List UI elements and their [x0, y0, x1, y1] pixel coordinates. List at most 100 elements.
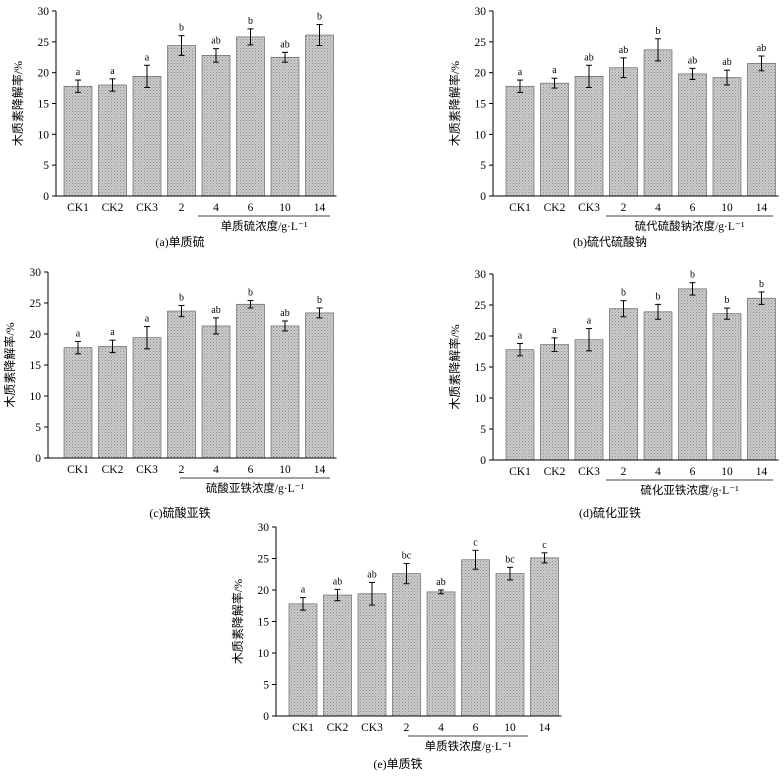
significance-label: c — [542, 540, 547, 551]
significance-label: b — [656, 26, 661, 37]
x-axis-label: 单质硫浓度/g·L⁻¹ — [221, 219, 308, 233]
bar — [678, 288, 707, 461]
bar — [132, 76, 162, 197]
y-tick-label: 30 — [30, 267, 42, 279]
category-label: CK3 — [361, 722, 383, 734]
bar — [712, 313, 742, 461]
y-tick-label: 30 — [475, 6, 487, 18]
significance-label: ab — [367, 569, 376, 580]
category-label: 4 — [438, 722, 444, 734]
category-label: 2 — [179, 464, 185, 476]
x-axis-label: 硫代硫酸钠浓度/g·L⁻¹ — [635, 219, 745, 233]
bar — [98, 84, 127, 197]
significance-label: c — [473, 537, 478, 548]
category-label: CK2 — [544, 202, 566, 214]
bar — [747, 63, 776, 197]
bar — [540, 82, 569, 197]
category-label: 4 — [213, 202, 219, 214]
category-label: 4 — [655, 466, 661, 478]
y-tick-label: 25 — [30, 298, 42, 310]
y-tick-label: 10 — [475, 393, 487, 405]
bar — [495, 573, 525, 717]
category-label: 6 — [690, 466, 696, 478]
bar — [678, 73, 707, 197]
significance-label: ab — [211, 36, 220, 47]
y-tick-label: 15 — [475, 99, 487, 111]
y-tick-label: 0 — [35, 453, 41, 465]
significance-label: ab — [584, 52, 593, 63]
bar — [288, 603, 318, 717]
significance-label: a — [110, 66, 115, 77]
significance-label: ab — [280, 308, 289, 319]
bar — [574, 339, 604, 461]
bar — [505, 85, 535, 197]
category-label: CK3 — [136, 202, 158, 214]
significance-label: bc — [402, 551, 412, 562]
significance-label: b — [248, 16, 253, 27]
category-label: 14 — [539, 722, 551, 734]
y-tick-label: 20 — [30, 329, 42, 341]
bar — [270, 325, 300, 459]
significance-label: ab — [619, 45, 628, 56]
category-label: 6 — [473, 722, 479, 734]
panel-caption: (b)硫代硫酸钠 — [573, 234, 647, 249]
bar — [426, 591, 456, 717]
bar — [392, 573, 421, 717]
bar — [201, 55, 231, 197]
bar — [98, 346, 127, 459]
significance-label: a — [76, 328, 81, 339]
significance-label: bc — [505, 554, 515, 565]
bar — [305, 34, 334, 197]
category-label: 4 — [655, 202, 661, 214]
y-axis-label: 木质素降解率/% — [10, 61, 25, 146]
bar — [461, 559, 490, 717]
category-label: 6 — [248, 464, 254, 476]
category-label: 10 — [279, 202, 291, 214]
category-label: 2 — [404, 722, 410, 734]
category-label: 10 — [504, 722, 516, 734]
bar — [270, 56, 300, 197]
bar — [747, 297, 776, 461]
y-tick-label: 30 — [475, 269, 487, 281]
bar — [63, 85, 93, 197]
significance-label: b — [621, 288, 626, 299]
significance-label: b — [656, 291, 661, 302]
y-tick-label: 30 — [258, 522, 270, 534]
x-axis-label: 单质铁浓度/g·L⁻¹ — [425, 739, 512, 753]
category-label: 14 — [314, 464, 326, 476]
bar — [201, 325, 231, 459]
significance-label: b — [248, 288, 253, 299]
significance-label: b — [725, 295, 730, 306]
category-label: 14 — [756, 466, 768, 478]
significance-label: a — [518, 330, 523, 341]
x-axis-label: 硫化亚铁浓度/g·L⁻¹ — [640, 483, 739, 497]
bar — [167, 310, 196, 459]
y-axis-label: 木质素降解率/% — [2, 322, 17, 407]
y-tick-label: 15 — [258, 617, 270, 629]
category-label: 10 — [279, 464, 291, 476]
y-tick-label: 5 — [43, 160, 49, 172]
significance-label: a — [145, 314, 150, 325]
category-label: CK2 — [327, 722, 349, 734]
category-label: 10 — [721, 466, 733, 478]
chart-panel-b: a CK1 a CK2 ab CK3 ab 2 b 4 ab 6 ab 10 ab 14 0 5 10 15 20 25 3… — [447, 6, 779, 249]
y-tick-label: 20 — [475, 331, 487, 343]
y-tick-label: 30 — [38, 6, 50, 18]
bar — [132, 337, 162, 459]
bar — [305, 312, 334, 459]
y-tick-label: 20 — [258, 585, 270, 597]
bar — [574, 76, 604, 197]
y-axis-label: 木质素降解率/% — [447, 61, 462, 146]
bar — [357, 593, 387, 717]
category-label: CK3 — [578, 466, 600, 478]
panel-caption: (c)硫酸亚铁 — [149, 505, 210, 520]
significance-label: a — [110, 327, 115, 338]
significance-label: b — [179, 23, 184, 34]
category-label: 4 — [213, 464, 219, 476]
y-tick-label: 5 — [480, 424, 486, 436]
y-tick-label: 0 — [263, 711, 269, 723]
category-label: CK1 — [509, 202, 531, 214]
panel-caption: (d)硫化亚铁 — [579, 505, 641, 520]
category-label: 2 — [621, 202, 627, 214]
